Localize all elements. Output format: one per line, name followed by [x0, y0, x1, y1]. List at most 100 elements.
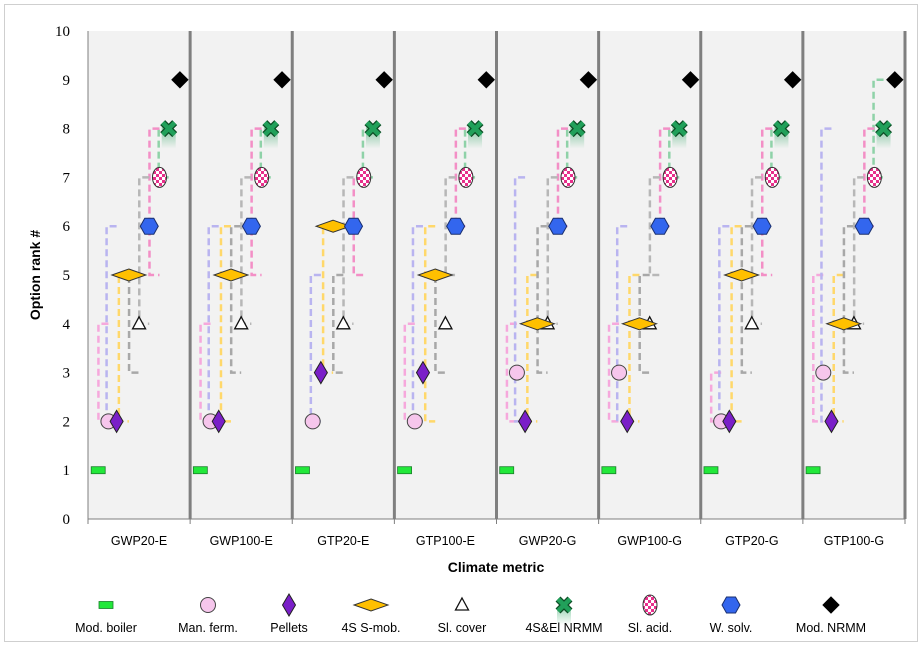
range-line — [342, 176, 354, 326]
legend-item: Pellets — [270, 593, 308, 635]
legend-label: Mod. NRMM — [796, 621, 866, 635]
range-line — [546, 176, 558, 326]
data-point — [356, 166, 372, 188]
data-point — [273, 71, 291, 89]
legend-item: Sl. cover — [438, 596, 486, 635]
data-point — [90, 466, 106, 475]
data-point — [437, 315, 454, 330]
data-point — [295, 466, 310, 475]
data-point — [601, 466, 617, 475]
data-point — [548, 217, 568, 235]
data-point — [110, 268, 148, 282]
data-point — [139, 217, 159, 235]
legend-item: Mod. boiler — [75, 601, 137, 635]
data-point — [375, 71, 393, 89]
range-line — [770, 127, 782, 179]
data-point — [192, 466, 208, 475]
marker-x-fill — [263, 121, 279, 137]
range-line — [565, 127, 578, 179]
range-line — [361, 127, 373, 179]
marker-x-fill — [569, 121, 585, 137]
y-tick-label: 1 — [63, 463, 71, 479]
data-point — [211, 409, 226, 434]
y-tick-label: 2 — [63, 414, 71, 430]
range-line — [607, 322, 620, 423]
x-tick-label: GWP100-G — [617, 534, 682, 548]
data-point — [866, 166, 882, 188]
data-point — [109, 409, 124, 434]
range-line — [628, 273, 640, 423]
data-point — [764, 166, 780, 188]
marker-x-fill — [365, 121, 381, 137]
legend-marker — [822, 596, 840, 614]
data-point — [343, 217, 364, 235]
data-point — [477, 71, 495, 89]
range-line — [536, 224, 548, 374]
data-point — [854, 217, 874, 235]
range-line — [812, 273, 824, 423]
data-point — [416, 268, 454, 282]
data-point — [160, 120, 178, 149]
legend-label: W. solv. — [710, 621, 753, 635]
legend-item: Mod. NRMM — [796, 596, 866, 635]
group-separators — [188, 31, 907, 519]
data-point — [466, 120, 484, 149]
data-point — [722, 409, 737, 434]
axes — [87, 31, 906, 524]
range-line — [648, 176, 660, 277]
data-point — [313, 360, 328, 385]
range-line — [668, 127, 680, 179]
data-point — [560, 166, 576, 188]
y-axis-ticks: 0 1 2 3 4 5 6 7 8 9 10 — [55, 24, 71, 528]
legend-item: 4S S-mob. — [341, 598, 401, 635]
marker-x-fill — [467, 121, 483, 137]
data-point — [304, 413, 321, 430]
y-axis-title: Option rank # — [27, 230, 43, 320]
data-point — [703, 466, 719, 475]
data-point — [662, 166, 678, 188]
x-tick-label: GTP20-G — [725, 534, 779, 548]
legend-label: 4S S-mob. — [341, 621, 400, 635]
data-point — [752, 217, 772, 235]
y-tick-label: 8 — [63, 122, 71, 138]
range-line — [842, 224, 854, 374]
data-point — [508, 364, 525, 381]
range-line — [229, 224, 242, 374]
legend-item: W. solv. — [710, 596, 753, 635]
x-tick-label: GTP20-E — [317, 534, 369, 548]
y-tick-label: 4 — [63, 317, 71, 333]
data-point — [446, 217, 466, 235]
y-tick-label: 5 — [63, 268, 71, 284]
range-line — [219, 224, 231, 423]
data-point — [824, 409, 839, 434]
data-point — [151, 166, 167, 188]
data-point — [681, 71, 700, 89]
range-line — [332, 273, 344, 374]
data-point — [875, 120, 893, 149]
data-point — [314, 219, 352, 233]
y-tick-label: 7 — [63, 170, 71, 186]
data-point — [406, 413, 423, 430]
data-point — [499, 466, 515, 475]
range-line — [505, 322, 517, 423]
legend-marker — [352, 598, 390, 612]
marker-x-fill — [161, 121, 177, 137]
legend-marker — [454, 596, 470, 611]
range-line — [138, 176, 150, 326]
data-point — [772, 120, 790, 149]
x-tick-label: GTP100-E — [416, 534, 475, 548]
range-line — [709, 371, 722, 423]
legend-marker — [200, 597, 216, 613]
range-line — [832, 273, 844, 423]
range-line — [259, 127, 271, 179]
data-point — [650, 217, 670, 235]
data-point — [783, 71, 802, 89]
legend-marker — [98, 601, 114, 609]
data-point — [568, 120, 586, 149]
range-line — [250, 127, 262, 277]
legend-label: Man. ferm. — [178, 621, 238, 635]
range-line — [526, 273, 538, 423]
data-point — [262, 120, 280, 149]
range-line — [148, 127, 160, 277]
